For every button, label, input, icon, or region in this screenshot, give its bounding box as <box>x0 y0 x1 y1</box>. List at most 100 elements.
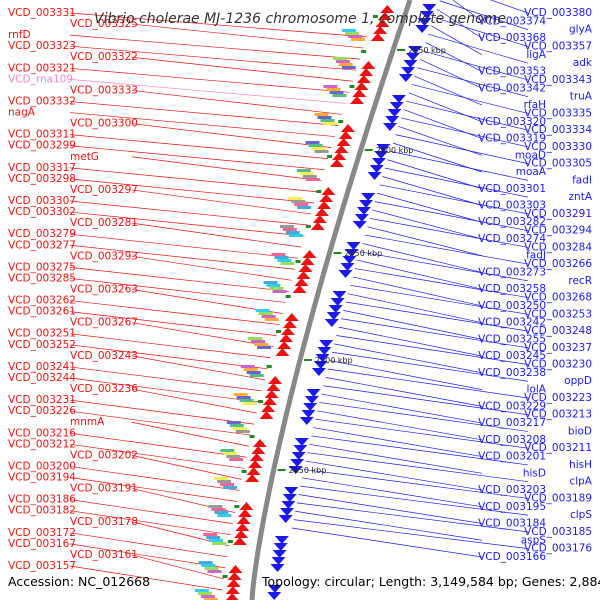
feature-block <box>211 508 226 511</box>
feature-block <box>261 315 276 318</box>
feature-block <box>232 427 247 430</box>
gene-label: VCD_003332 <box>8 95 76 107</box>
gene-arrow <box>389 102 404 110</box>
feature-block <box>323 85 338 88</box>
callout-line <box>295 510 483 541</box>
callout-line <box>350 284 529 315</box>
gene-label: VCD_003200 <box>8 460 76 472</box>
feature-block <box>206 536 221 539</box>
gene-arrow <box>246 467 261 475</box>
gene-label: VCD_003298 <box>8 173 76 185</box>
feature-block <box>294 203 309 206</box>
gene-arrow <box>408 46 423 54</box>
callout-line <box>69 12 368 38</box>
gene-label: fadI <box>572 174 592 186</box>
callout-line <box>69 399 255 425</box>
gene-arrow <box>329 159 344 167</box>
gene-label: rnfD <box>8 29 31 41</box>
callout-line <box>367 226 483 257</box>
callout-line <box>69 145 325 171</box>
callout-line <box>69 410 252 436</box>
callout-line <box>305 460 483 491</box>
callout-line <box>69 532 228 558</box>
callout-line <box>69 178 315 204</box>
feature-block <box>326 88 341 91</box>
gene-arrow <box>382 123 397 131</box>
gene-label: VCD_003275 <box>8 261 76 273</box>
gene-arrow <box>356 75 371 83</box>
feature-block <box>277 259 292 262</box>
feature-block <box>338 63 353 66</box>
feature-block <box>194 589 209 592</box>
gene-arrow <box>226 579 241 587</box>
gene-label: VCD_003285 <box>8 272 76 284</box>
callout-line <box>372 209 483 240</box>
gene-arrow <box>371 158 386 166</box>
callout-line <box>359 251 529 282</box>
feature-mark <box>327 155 333 158</box>
gene-arrow <box>315 354 330 362</box>
callout-line <box>364 234 529 265</box>
gene-label: truA <box>570 91 593 103</box>
gene-label: VCD_003282 <box>478 216 546 228</box>
feature-block <box>200 595 215 598</box>
gene-arrow <box>300 257 315 265</box>
callout-line <box>452 0 483 22</box>
gene-arrow <box>227 572 242 580</box>
gene-label: clpS <box>570 509 592 521</box>
callout-line <box>439 0 529 31</box>
feature-mark <box>266 365 272 368</box>
callout-line <box>489 0 529 14</box>
gene-arrow <box>422 4 437 12</box>
gene-label: VCD_003251 <box>8 328 76 340</box>
gene-label: VCD_003320 <box>478 116 546 128</box>
gene-label: VCD_003203 <box>478 484 546 496</box>
gene-arrow <box>251 446 266 454</box>
gene-label: VCD_003231 <box>8 394 76 406</box>
gene-arrow <box>282 320 297 328</box>
feature-block <box>320 119 335 122</box>
gene-arrow <box>361 61 376 69</box>
gene-arrow <box>354 214 369 222</box>
gene-arrow <box>281 501 296 509</box>
gene-arrow <box>317 347 332 355</box>
callout-line <box>69 34 361 60</box>
callout-line <box>296 502 529 533</box>
gene-arrow <box>236 516 251 524</box>
callout-line <box>362 243 483 273</box>
feature-mark <box>305 225 311 228</box>
gene-arrow <box>336 138 351 146</box>
feature-block <box>351 38 366 41</box>
feature-mark <box>295 260 301 263</box>
gene-label: VCD_003380 <box>524 7 592 19</box>
feature-block <box>203 598 218 600</box>
gene-arrow <box>306 389 321 397</box>
feature-block <box>332 57 347 60</box>
callout-line <box>323 385 529 416</box>
gene-label: VCD_003211 <box>524 442 592 454</box>
feature-block <box>272 290 287 293</box>
gene-label: VCD_003299 <box>8 140 76 152</box>
gene-label: VCD_003185 <box>524 526 592 538</box>
callout-line <box>69 432 247 458</box>
gene-label: nagA <box>8 107 36 119</box>
gene-arrow <box>342 256 357 264</box>
feature-block <box>226 421 241 424</box>
gene-label: VCD_003194 <box>8 472 76 484</box>
gene-label: rfaH <box>524 99 546 111</box>
gene-arrow <box>245 474 260 482</box>
gene-label: zntA <box>569 191 593 203</box>
tick-label: 2600 kbp <box>376 146 414 155</box>
feature-block <box>242 402 257 405</box>
callout-line <box>69 112 335 137</box>
gene-arrow <box>313 361 328 369</box>
gene-arrow <box>296 271 311 279</box>
feature-block <box>240 365 255 368</box>
callout-line <box>325 377 483 407</box>
gene-label: VCD_003333 <box>70 84 138 96</box>
feature-block <box>217 480 232 483</box>
callout-line <box>384 167 529 198</box>
gene-arrow <box>377 12 392 20</box>
gene-arrow <box>249 453 264 461</box>
gene-arrow <box>232 537 247 545</box>
